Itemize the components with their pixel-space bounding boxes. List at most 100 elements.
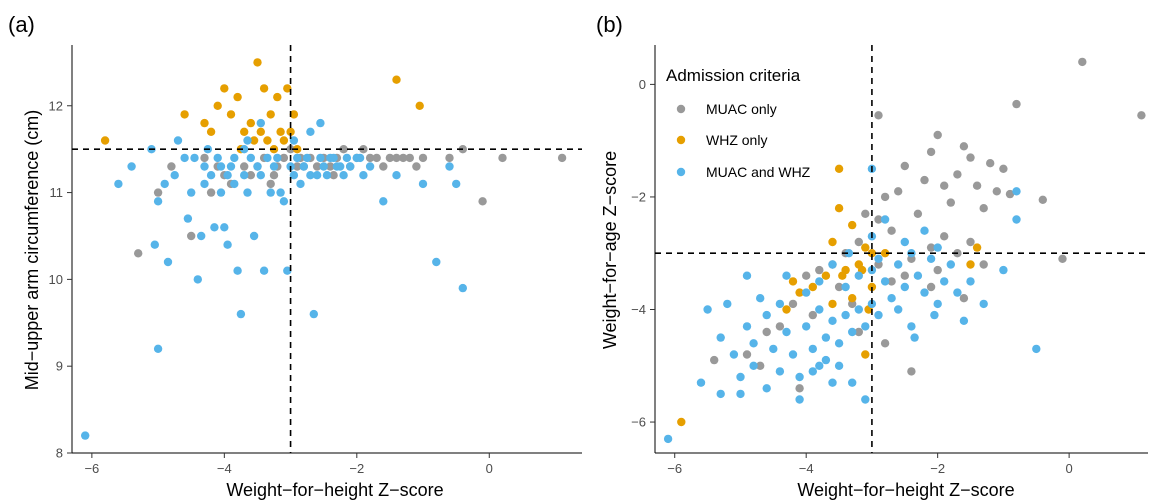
point-whz-only [253, 58, 262, 67]
point-muac-only [913, 209, 923, 218]
point-both [854, 305, 863, 314]
point-both [339, 171, 348, 180]
point-both [230, 153, 239, 163]
point-muac-only [788, 299, 798, 309]
point-both [458, 283, 467, 293]
point-both [834, 339, 844, 348]
point-both [223, 240, 232, 249]
point-muac-only [894, 187, 903, 196]
point-both [959, 316, 969, 325]
point-both [880, 277, 890, 286]
point-both [190, 153, 199, 163]
point-whz-only [782, 305, 791, 314]
x-tick-label: −2 [349, 461, 364, 476]
point-both [716, 333, 725, 342]
point-both [220, 223, 229, 232]
point-both [150, 240, 159, 249]
point-muac-only [926, 282, 936, 292]
point-both [289, 171, 299, 180]
point-muac-only [293, 162, 302, 171]
point-muac-only [762, 327, 771, 337]
point-muac-only [339, 145, 348, 154]
y-tick-label: −4 [631, 302, 646, 317]
point-muac-only [999, 164, 1008, 173]
legend-swatch-muac-only [676, 104, 686, 114]
point-muac-only [756, 361, 765, 370]
point-whz-only [233, 92, 242, 102]
point-muac-only [834, 282, 844, 292]
point-both [306, 127, 315, 136]
point-muac-only [887, 277, 896, 286]
point-both [246, 153, 255, 163]
point-both [894, 260, 903, 269]
point-whz-only [848, 220, 857, 230]
point-both [256, 171, 265, 180]
point-both [322, 171, 332, 180]
point-whz-only [206, 127, 216, 136]
point-both [230, 179, 239, 189]
point-both [365, 162, 375, 171]
point-muac-only [329, 171, 338, 180]
point-muac-only [1078, 57, 1087, 67]
point-muac-only [206, 188, 216, 197]
point-whz-only [286, 127, 295, 136]
point-both [828, 260, 837, 269]
x-tick-label: 0 [486, 461, 493, 476]
point-whz-only [834, 164, 844, 173]
point-muac-only [775, 322, 785, 331]
point-both [392, 171, 401, 180]
panel-b-reference-lines [655, 45, 1148, 453]
point-muac-only [940, 232, 949, 241]
point-both [346, 162, 355, 171]
point-both [749, 339, 758, 348]
point-both [848, 327, 857, 337]
point-both [418, 179, 428, 189]
point-muac-only [900, 161, 909, 171]
point-whz-only [226, 110, 236, 119]
panel-a-tag: (a) [8, 12, 35, 37]
point-both [736, 372, 745, 382]
point-muac-only [412, 162, 421, 171]
point-muac-only [269, 171, 279, 180]
point-whz-only [795, 288, 804, 297]
point-both [913, 271, 923, 280]
point-both [312, 171, 322, 180]
point-whz-only [828, 299, 837, 309]
point-both [920, 226, 929, 235]
point-both [821, 333, 831, 342]
point-both [802, 288, 811, 297]
point-whz-only [861, 243, 870, 252]
point-muac-only [795, 384, 804, 393]
point-muac-only [992, 187, 1001, 196]
point-muac-only [498, 153, 507, 163]
y-tick-label: 10 [49, 272, 63, 287]
point-whz-only [263, 136, 272, 145]
point-muac-only [920, 175, 929, 185]
point-whz-only [283, 84, 292, 93]
point-both [953, 288, 962, 297]
point-both [782, 327, 791, 337]
point-both [342, 153, 352, 163]
point-muac-only [742, 350, 752, 359]
point-both [861, 395, 870, 404]
panel-b-y-axis-title: Weight−for−age Z−score [600, 151, 620, 349]
point-both [723, 299, 732, 309]
point-both [243, 188, 252, 197]
point-muac-only [418, 153, 428, 163]
point-muac-only [887, 226, 896, 235]
point-muac-only [940, 181, 949, 190]
legend-swatch-whz-only [676, 135, 686, 145]
point-both [821, 355, 831, 365]
point-both [769, 344, 778, 354]
point-both [293, 153, 302, 163]
point-both [815, 305, 824, 314]
point-muac-only [279, 153, 289, 163]
point-whz-only [828, 237, 837, 247]
point-muac-only [1012, 99, 1021, 109]
point-muac-only [385, 153, 395, 163]
point-both [762, 310, 771, 320]
panel-b-x-axis-title: Weight−for−height Z−score [797, 480, 1014, 500]
point-muac-only [959, 294, 969, 303]
point-both [269, 162, 279, 171]
point-muac-only [854, 237, 863, 247]
